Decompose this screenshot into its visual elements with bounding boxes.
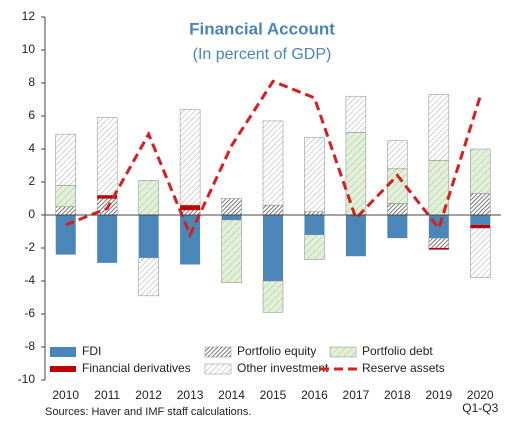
legend-swatch — [204, 363, 232, 375]
legend-label: FDI — [82, 344, 101, 358]
x-tick-label: 2014 — [218, 388, 245, 402]
legend-swatch — [50, 347, 76, 357]
legend-label: Other investment — [237, 361, 329, 375]
bar-segment — [55, 206, 76, 216]
bar-segment — [470, 148, 491, 194]
bar-segment — [179, 109, 201, 206]
x-tick-label: 2018 — [384, 388, 411, 402]
y-tick-label: -8 — [24, 339, 35, 353]
bar-segment — [138, 180, 159, 216]
bar-segment — [97, 215, 118, 263]
bar-segment — [470, 193, 491, 216]
bar-segment — [221, 219, 242, 283]
y-tick-label: -4 — [24, 273, 35, 287]
bar-segment — [263, 215, 283, 281]
bar-segment — [262, 120, 284, 206]
bar-segment — [96, 117, 118, 196]
x-tick-label: 2016 — [301, 388, 328, 402]
x-tick-label: 2010 — [52, 388, 80, 402]
bar-segment — [304, 234, 325, 260]
y-tick-label: 6 — [28, 108, 35, 122]
bar-segment — [428, 237, 450, 249]
bar-segment — [470, 215, 491, 225]
bar-segment — [387, 215, 408, 239]
legend-label: Reserve assets — [362, 361, 445, 375]
bar-segment — [221, 215, 242, 220]
bar-segment — [180, 205, 201, 211]
y-tick-label: 2 — [28, 174, 35, 188]
x-tick-label: 2015 — [259, 388, 287, 402]
bar-segment — [180, 215, 201, 265]
bar-segment — [262, 204, 284, 216]
x-tick-label: 2012 — [135, 388, 162, 402]
y-tick-label: -2 — [24, 240, 35, 254]
legend-label: Portfolio debt — [362, 344, 433, 358]
bar-segment — [387, 203, 408, 216]
y-tick-label: -6 — [24, 306, 35, 320]
y-tick-label: 12 — [22, 9, 36, 23]
x-tick-label: 2019 — [425, 388, 453, 402]
y-tick-label: 4 — [28, 141, 35, 155]
bar-segment — [262, 280, 284, 313]
x-tick-label: 2020 Q1-Q3 — [462, 388, 499, 415]
line-series — [65, 79, 482, 239]
bar-segment — [221, 198, 242, 216]
chart-subtitle: (In percent of GDP) — [193, 46, 332, 63]
legend-label: Portfolio equity — [237, 344, 316, 358]
bar-segment — [345, 132, 367, 216]
bar-segment — [428, 248, 449, 250]
y-tick-label: -10 — [18, 372, 36, 386]
bar-segment — [55, 215, 76, 255]
bar-segment — [470, 224, 491, 229]
legend-swatch — [204, 346, 232, 358]
y-tick-label: 0 — [28, 207, 35, 221]
x-tick-label: 2011 — [94, 388, 121, 402]
bar-segment — [55, 133, 76, 186]
bar-segment — [304, 215, 325, 235]
bar-segment — [345, 215, 366, 257]
bar-segment — [387, 140, 408, 170]
source: Sources: Haver and IMF staff calculation… — [45, 406, 251, 418]
bar-segment — [55, 185, 76, 208]
bar-segment — [470, 227, 491, 278]
bar-segment — [345, 95, 367, 133]
legend-swatch — [329, 346, 357, 358]
x-tick-label: 2013 — [176, 388, 204, 402]
bar-segment — [138, 215, 159, 258]
y-tick-label: 10 — [22, 42, 36, 56]
bar-segment — [138, 257, 159, 297]
chart-title: Financial Account — [189, 19, 335, 38]
y-tick-label: 8 — [28, 75, 35, 89]
bar-segment — [97, 195, 118, 199]
legend-label: Financial derivatives — [82, 361, 191, 375]
bar-segment — [304, 137, 325, 212]
legend-swatch — [50, 366, 76, 372]
x-tick-label: 2017 — [342, 388, 370, 402]
bar-segment — [428, 94, 450, 161]
